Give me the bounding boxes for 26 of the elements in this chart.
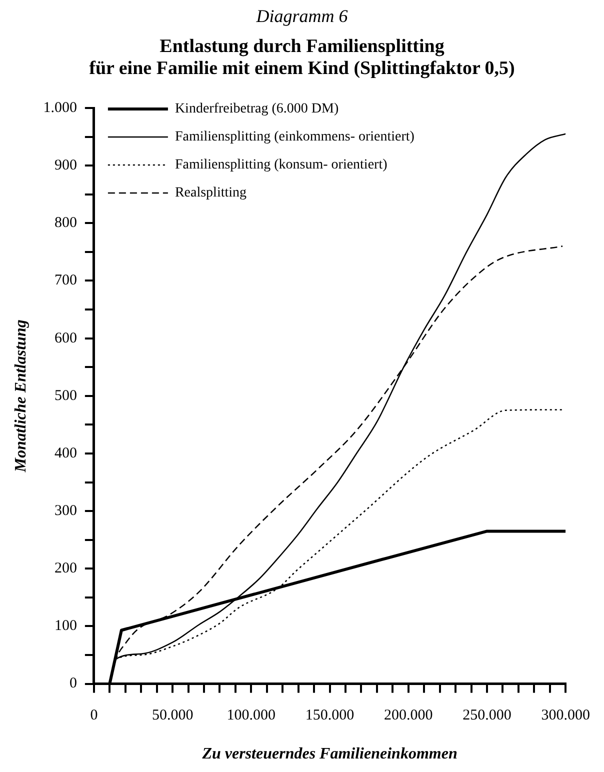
y-axis-title: Monatliche Entlastung [12, 320, 30, 474]
y-tick-label: 300 [54, 502, 77, 519]
legend-label: Familiensplitting (konsum- orientiert) [174, 158, 388, 173]
x-tick-label: 200.000 [384, 708, 433, 724]
y-tick-label: 200 [54, 560, 77, 577]
x-tick-label: 50.000 [152, 708, 194, 724]
x-tick-label: 300.000 [541, 708, 590, 724]
y-tick-label: 900 [54, 158, 77, 174]
x-tick-label: 250.000 [462, 708, 512, 724]
x-axis-title: Zu versteuerndes Familieneinkommen [201, 746, 458, 763]
y-tick-label: 0 [69, 676, 77, 692]
x-tick-label: 150.000 [305, 708, 354, 724]
y-tick-label: 1.000 [43, 100, 77, 116]
legend-label: Kinderfreibetrag (6.000 DM) [174, 102, 339, 117]
y-tick-label: 800 [54, 215, 77, 232]
chart-subtitle: Entlastung durch Familiensplitting für eine Familie mit einem Kind (Splittingfaktor 0,5) [88, 36, 516, 80]
y-tick-label: 500 [54, 388, 77, 404]
y-tick-label: 600 [54, 330, 77, 346]
x-tick-label: 0 [90, 708, 98, 724]
legend-label: Realsplitting [174, 186, 247, 201]
y-tick-label: 100 [54, 618, 77, 634]
legend-label: Familiensplitting (einkommens- orientiert) [174, 130, 415, 145]
y-tick-label: 400 [54, 445, 77, 462]
y-tick-label: 700 [54, 272, 77, 289]
chart-title: Diagramm 6 [255, 6, 349, 27]
x-tick-label: 100.000 [226, 708, 276, 724]
